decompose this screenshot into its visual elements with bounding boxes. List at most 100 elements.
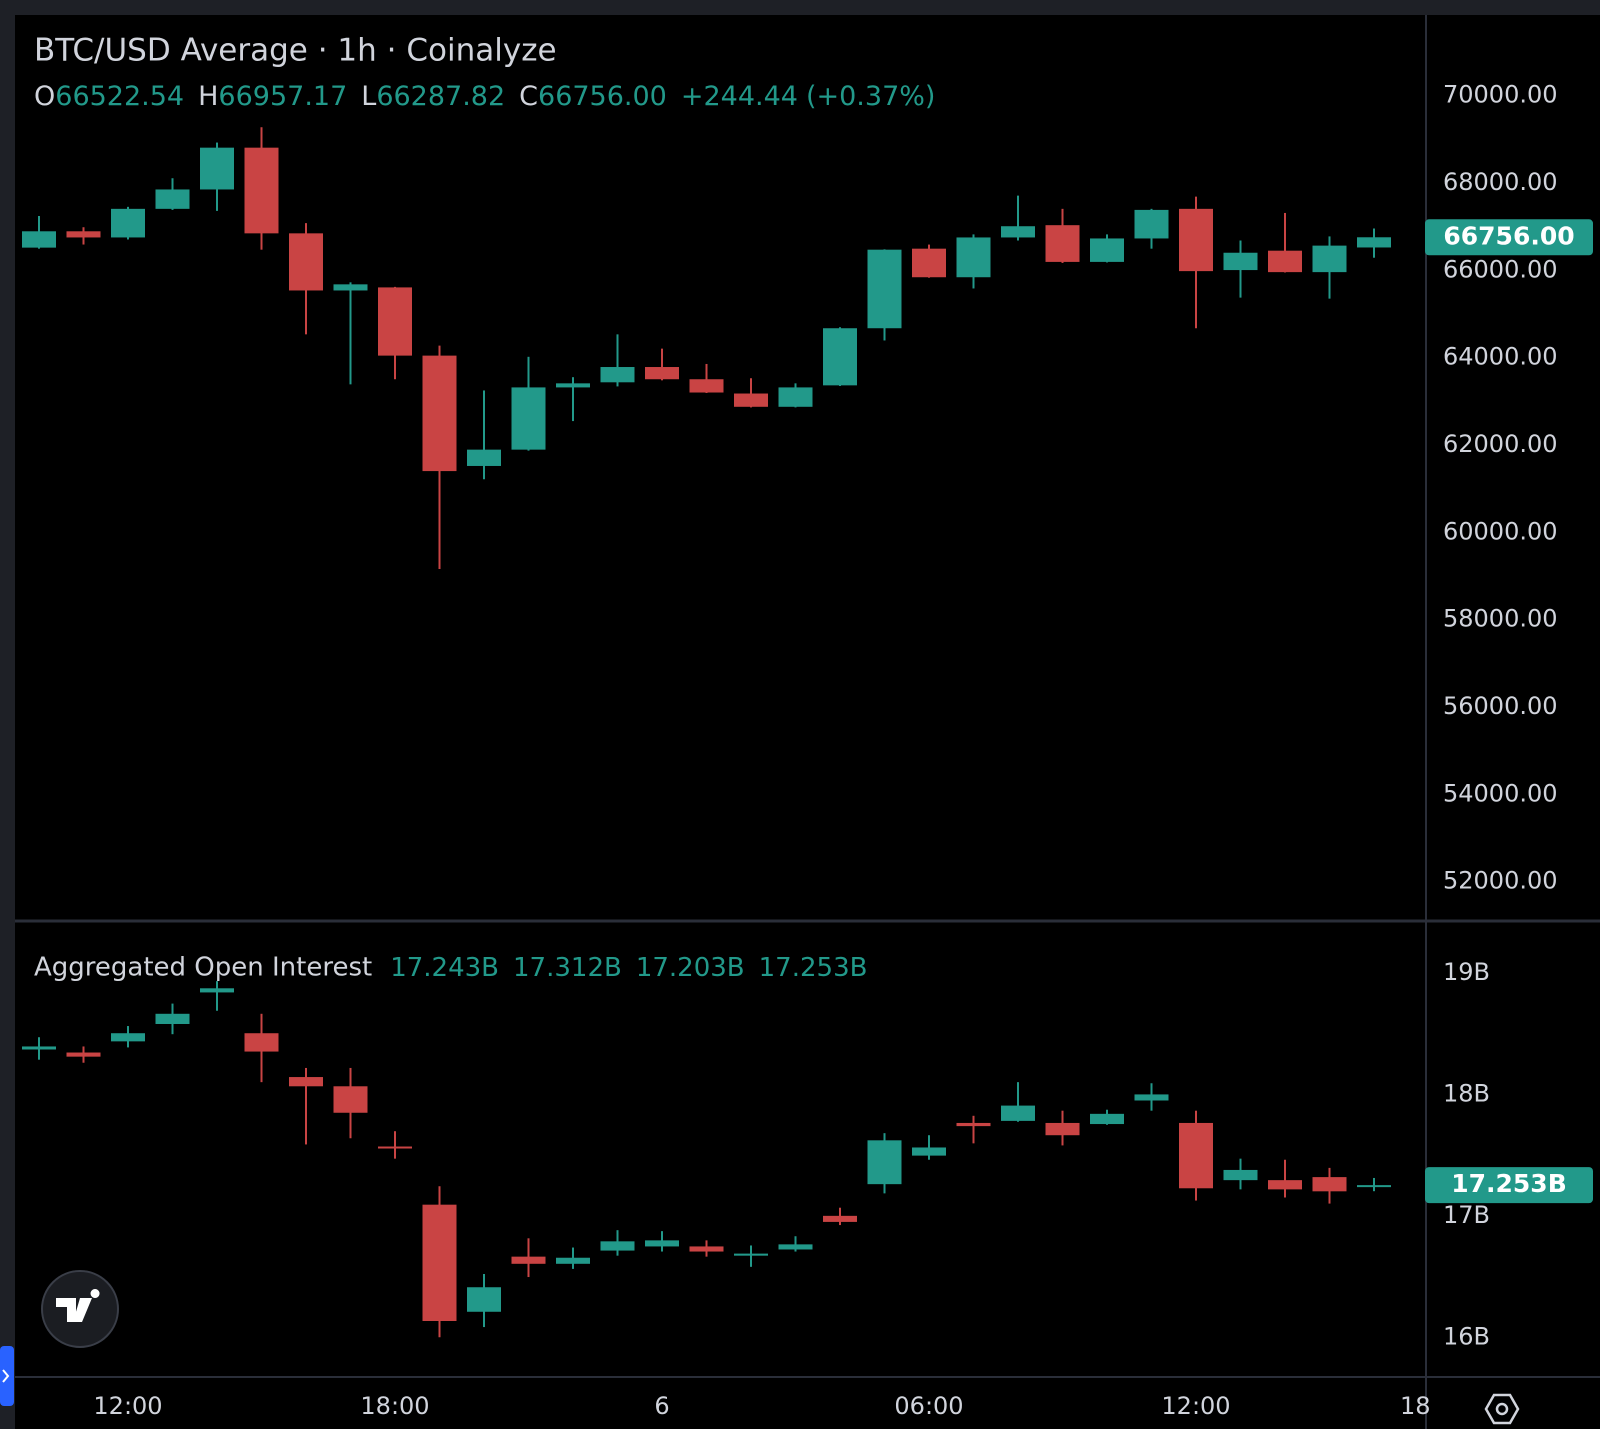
y-tick-label: 66000.00 — [1443, 255, 1558, 283]
candle-body — [778, 387, 813, 407]
legend-name: H — [198, 81, 218, 112]
y-tick-label: 58000.00 — [1443, 605, 1558, 633]
candle-body — [1045, 225, 1080, 262]
y-tick-label: 19B — [1443, 958, 1490, 986]
side-tab[interactable] — [0, 1346, 14, 1406]
y-tick-label: 60000.00 — [1443, 517, 1558, 545]
oi-legend: 17.243B 17.312B 17.203B 17.253B — [390, 953, 867, 983]
settings-button[interactable] — [1484, 1393, 1520, 1425]
legend-name: C — [519, 81, 538, 112]
x-tick-label: 18:00 — [360, 1392, 429, 1420]
candle-body — [1223, 1169, 1258, 1181]
candle-body — [467, 1287, 501, 1312]
candle-body — [689, 379, 724, 393]
candle-body — [22, 1046, 56, 1050]
legend-value: 66287.82 — [376, 81, 505, 112]
candle-body — [1090, 238, 1124, 262]
settings-hexagon — [1484, 1393, 1520, 1425]
legend-value: 66957.17 — [218, 81, 347, 112]
candle-body — [22, 231, 56, 248]
last-value-label: 66756.00 — [1443, 221, 1574, 250]
legend-change: +244.44 — [681, 81, 798, 112]
legend-change-pct: (+0.37%) — [806, 81, 935, 112]
y-tick-label: 52000.00 — [1443, 867, 1558, 895]
candle-body — [1134, 209, 1169, 239]
legend-value: 17.203B — [636, 953, 745, 983]
candle-body — [956, 1122, 991, 1127]
x-tick-label: 12:00 — [1161, 1392, 1230, 1420]
y-tick-label: 56000.00 — [1443, 692, 1558, 720]
candle-body — [1357, 1185, 1391, 1188]
candle-body — [1268, 1180, 1302, 1190]
legend-name: L — [361, 81, 376, 112]
candle-body — [333, 1086, 368, 1113]
candle-body — [823, 1215, 857, 1222]
candle-body — [1090, 1113, 1124, 1125]
candle-body — [289, 1077, 323, 1087]
candle-body — [1179, 208, 1213, 272]
x-tick-label: 06:00 — [894, 1392, 963, 1420]
candle-body — [645, 1240, 679, 1247]
legend-value: 17.243B — [390, 953, 499, 983]
legend-value: 66756.00 — [538, 81, 667, 112]
last-value-label: 17.253B — [1451, 1169, 1567, 1198]
candle-body — [956, 237, 991, 278]
candle-body — [1357, 237, 1391, 248]
candle-body — [1045, 1122, 1080, 1136]
candle-body — [111, 1033, 145, 1042]
candle-body — [66, 231, 101, 238]
last-value-tag — [1425, 219, 1593, 256]
candle-body — [645, 367, 679, 380]
ohlc-legend: O66522.54 H66957.17 L66287.82 C66756.00 +244… — [34, 81, 935, 112]
logo-mark — [56, 1289, 100, 1322]
candle-body — [1001, 1105, 1035, 1121]
candle-body — [556, 1257, 590, 1264]
candle-body — [734, 1253, 768, 1256]
legend-value: 66522.54 — [55, 81, 184, 112]
settings-dot — [1495, 1402, 1509, 1416]
candle-body — [1312, 245, 1347, 273]
candle-body — [289, 233, 323, 291]
y-tick-label: 68000.00 — [1443, 168, 1558, 196]
candle-body — [556, 383, 590, 388]
candle-body — [689, 1246, 724, 1252]
candle-body — [378, 287, 412, 356]
candle-body — [912, 1147, 946, 1156]
candle-body — [600, 367, 635, 383]
pane-title: BTC/USD Average · 1h · Coinalyze — [34, 33, 557, 69]
candle-body — [155, 1013, 190, 1024]
candle-body — [1134, 1094, 1169, 1101]
y-tick-label: 62000.00 — [1443, 430, 1558, 458]
candle-body — [867, 249, 902, 329]
candle-body — [1312, 1177, 1347, 1192]
plot: 70000.00 68000.00 66000.00 64000.00 62000.00… — [22, 33, 1593, 1420]
side-tab-arrow — [2, 1369, 10, 1383]
legend-name: O — [34, 81, 55, 112]
pane-title: Aggregated Open Interest — [34, 953, 372, 983]
tradingview-logo — [41, 1270, 119, 1348]
candle-body — [1001, 226, 1035, 238]
legend-value: 17.253B — [759, 953, 868, 983]
candle-body — [1223, 252, 1258, 271]
y-tick-label: 70000.00 — [1443, 81, 1558, 109]
y-tick-label: 64000.00 — [1443, 343, 1558, 371]
candle-body — [200, 988, 234, 993]
candle-body — [66, 1052, 101, 1057]
legend-value: 17.312B — [513, 953, 622, 983]
candle-body — [600, 1241, 635, 1251]
candle-body — [155, 189, 190, 209]
candle-body — [378, 1146, 412, 1149]
candle-body — [422, 1204, 457, 1321]
last-value-tag — [1425, 1167, 1593, 1204]
candle-body — [1179, 1122, 1213, 1189]
candle-body — [200, 147, 234, 190]
candle-body — [912, 248, 946, 278]
candle-body — [1268, 250, 1302, 273]
candle-body — [111, 208, 145, 238]
y-tick-label: 54000.00 — [1443, 779, 1558, 807]
candle-body — [511, 1256, 546, 1264]
candle-body — [778, 1244, 813, 1250]
y-tick-label: 17B — [1443, 1201, 1490, 1229]
x-tick-label: 18 — [1400, 1392, 1431, 1420]
